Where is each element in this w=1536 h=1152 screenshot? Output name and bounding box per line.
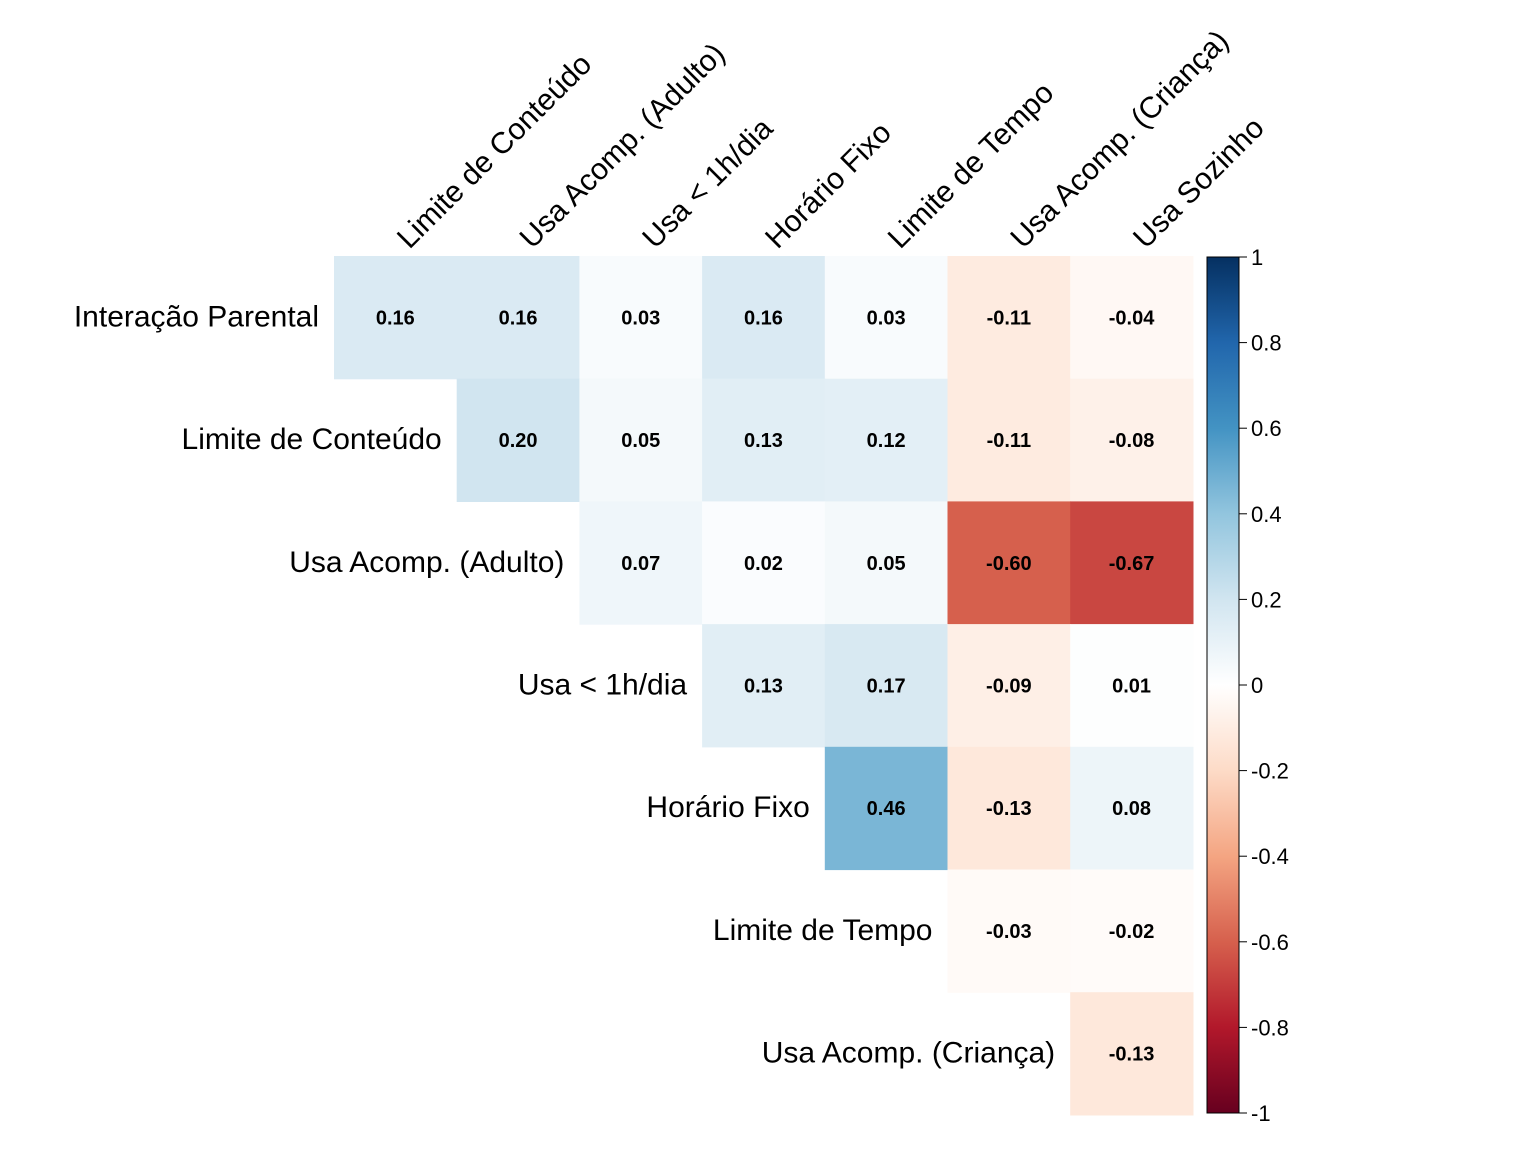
colorbar-tick-label: 0 [1251, 673, 1263, 698]
heatmap-cell [702, 256, 826, 380]
heatmap-cell [1070, 624, 1194, 748]
cell-value-label: 0.05 [867, 553, 906, 575]
heatmap-cell [947, 378, 1071, 502]
heatmap-cell [579, 378, 703, 502]
column-label: Usa Acomp. (Adulto) [514, 37, 732, 255]
heatmap-cell [579, 501, 703, 625]
cell-value-label: 0.02 [744, 553, 783, 575]
column-label: Horário Fixo [759, 116, 898, 255]
colorbar-tick-label: -0.4 [1251, 844, 1289, 869]
heatmap-cell [702, 378, 826, 502]
cell-value-label: -0.60 [986, 553, 1032, 575]
colorbar: 1 0.8 0.6 0.4 0.2 0 -0.2 -0.4 -0.6 -0.8 -1 [1206, 245, 1289, 1126]
heatmap-cell [947, 624, 1071, 748]
cell-value-label: 0.12 [867, 430, 906, 452]
cell-value-label: 0.46 [867, 798, 906, 820]
colorbar-tick-label: -1 [1251, 1101, 1271, 1126]
cell-value-label: -0.13 [1109, 1044, 1155, 1066]
cell-value-label: 0.01 [1112, 675, 1151, 697]
cell-value-label: 0.13 [744, 675, 783, 697]
heatmap-cell [456, 378, 580, 502]
heatmap-cell [456, 256, 580, 380]
heatmap-cell [947, 501, 1071, 625]
cell-value-label: -0.67 [1109, 553, 1155, 575]
heatmap-cells: 0.16 0.16 0.03 0.16 0.03 -0.11 -0.04 0.20 0.05 0.… [334, 256, 1194, 1116]
row-label: Usa < 1h/dia [518, 668, 688, 701]
colorbar-tick-label: -0.2 [1251, 759, 1289, 784]
cell-value-label: -0.02 [1109, 921, 1155, 943]
cell-value-label: 0.20 [499, 430, 538, 452]
colorbar-tick-label: 1 [1251, 245, 1263, 270]
row-label: Limite de Tempo [713, 914, 933, 947]
column-label: Usa Acomp. (Criança) [1004, 24, 1235, 255]
colorbar-tick-label: 0.4 [1251, 502, 1282, 527]
heatmap-cell [824, 256, 949, 380]
cell-value-label: 0.03 [621, 307, 660, 329]
colorbar-tick-label: 0.6 [1251, 416, 1282, 441]
cell-value-label: 0.16 [376, 307, 415, 329]
colorbar-gradient [1206, 256, 1240, 1114]
cell-value-label: 0.17 [867, 675, 906, 697]
cell-value-label: -0.03 [986, 921, 1032, 943]
cell-value-label: -0.11 [987, 307, 1031, 329]
cell-value-label: 0.03 [867, 307, 906, 329]
cell-value-label: 0.16 [499, 307, 538, 329]
heatmap-cell [824, 624, 949, 748]
heatmap-cell [824, 746, 949, 871]
cell-value-label: -0.08 [1109, 430, 1155, 452]
heatmap-cell [702, 501, 826, 625]
colorbar-tick-label: 0.2 [1251, 587, 1282, 612]
row-label: Usa Acomp. (Adulto) [289, 546, 564, 579]
row-labels: Interação Parental Limite de Conteúdo Usa … [74, 300, 1055, 1069]
row-label: Usa Acomp. (Criança) [762, 1037, 1055, 1070]
heatmap-cell [1070, 256, 1194, 380]
cell-value-label: -0.11 [987, 430, 1031, 452]
cell-value-label: 0.05 [621, 430, 660, 452]
heatmap-cell [702, 624, 826, 748]
heatmap-cell [1070, 992, 1194, 1116]
cell-value-label: 0.08 [1112, 798, 1151, 820]
cell-value-label: -0.13 [986, 798, 1032, 820]
heatmap-cell [1070, 378, 1194, 502]
heatmap-cell [1070, 869, 1194, 993]
cell-value-label: 0.16 [744, 307, 783, 329]
heatmap-cell [824, 378, 949, 502]
heatmap-cell [1070, 501, 1194, 625]
row-label: Interação Parental [74, 300, 319, 333]
heatmap-cell [579, 256, 703, 380]
heatmap-cell [947, 256, 1071, 380]
colorbar-tick-label: -0.6 [1251, 930, 1289, 955]
cell-value-label: -0.09 [986, 675, 1032, 697]
heatmap-cell [334, 256, 458, 380]
heatmap-cell [947, 869, 1071, 993]
heatmap-cell [1070, 746, 1194, 871]
cell-value-label: -0.04 [1109, 307, 1155, 329]
heatmap-cell [947, 746, 1071, 871]
heatmap-cell [824, 501, 949, 625]
row-label: Horário Fixo [646, 791, 809, 824]
cell-value-label: 0.13 [744, 430, 783, 452]
cell-value-label: 0.07 [621, 553, 660, 575]
colorbar-tick-label: 0.8 [1251, 331, 1282, 356]
colorbar-tick-label: -0.8 [1251, 1015, 1289, 1040]
row-label: Limite de Conteúdo [182, 423, 442, 456]
